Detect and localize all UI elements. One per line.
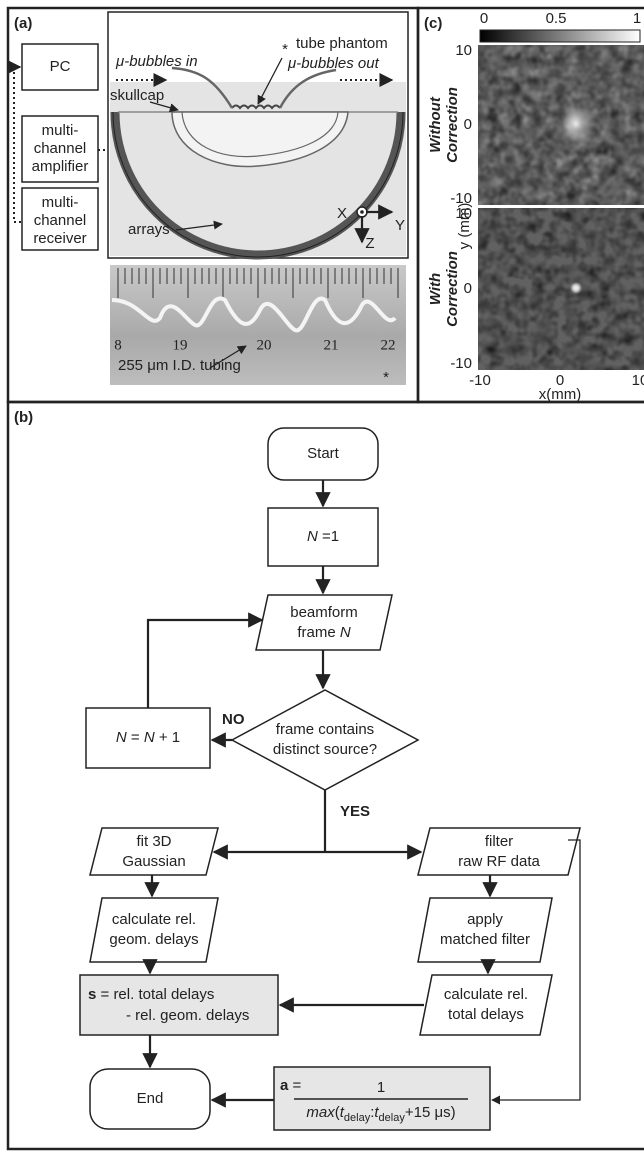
panel-label: (c) (424, 15, 442, 32)
receiver-link (14, 67, 22, 222)
colorbar-tick: 0 (480, 10, 488, 27)
y-tick-label: 10 (455, 42, 472, 59)
init-label-part: N (307, 528, 318, 545)
end-label: End (137, 1090, 164, 1107)
row-title: Without (427, 96, 444, 153)
matched-label: apply (467, 911, 503, 928)
matched-label: matched filter (440, 931, 530, 948)
a-label: a = (280, 1077, 302, 1094)
filter-label: raw RF data (458, 853, 540, 870)
y-tick-label: 0 (464, 280, 472, 297)
beamform-label-part: N (340, 624, 351, 641)
increment-label: N = N + 1 (116, 729, 180, 746)
init-label-part: =1 (318, 528, 339, 545)
total-label: calculate rel. (444, 986, 528, 1003)
beamform-label-part: frame (297, 624, 340, 641)
y-tick-label: -10 (450, 355, 472, 372)
colorbar-tick: 0.5 (546, 10, 567, 27)
beamform-label: beamform (290, 604, 358, 621)
axis-x-label: X (337, 205, 347, 222)
y-tick-label: 0 (464, 116, 472, 133)
phantom-label: tube phantom (296, 35, 388, 52)
row-title: Correction (444, 87, 461, 163)
image-with-source (569, 281, 583, 295)
colorbar (480, 30, 640, 42)
panel-label: (b) (14, 409, 33, 426)
ruler-label: 19 (173, 337, 188, 353)
increment-label-part: N (116, 729, 127, 746)
colorbar-tick: 1 (633, 10, 641, 27)
a-label-part: = (288, 1077, 301, 1094)
total-label: total delays (448, 1006, 524, 1023)
row-title: With (427, 273, 444, 305)
increment-label-part: = (127, 729, 144, 746)
arrays-label: arrays (128, 221, 170, 238)
amplifier-label: multi- (42, 122, 79, 139)
panel-label: (a) (14, 15, 32, 32)
fit-label: Gaussian (122, 853, 185, 870)
axis-y-label: Y (395, 217, 405, 234)
s-label: - rel. geom. delays (126, 1007, 249, 1024)
s-label-part: = rel. total delays (96, 986, 214, 1003)
receiver-label: multi- (42, 194, 79, 211)
increment-label-part: N (144, 729, 155, 746)
s-node (80, 975, 278, 1035)
geom-label: calculate rel. (112, 911, 196, 928)
amplifier-label: channel (34, 140, 87, 157)
ruler-label: 22 (381, 337, 396, 353)
geom-label: geom. delays (109, 931, 198, 948)
x-axis-label: x(mm) (539, 386, 581, 403)
ruler-label: 20 (257, 337, 272, 353)
s-label: s = rel. total delays (88, 986, 214, 1003)
pc-label: PC (50, 58, 71, 75)
init-label: N =1 (307, 528, 339, 545)
axis-z-label: Z (365, 235, 374, 252)
a-denominator-part: max (306, 1104, 335, 1121)
arrow-loop (148, 620, 262, 708)
skullcap-label: skullcap (110, 87, 164, 104)
image-with-noise (478, 208, 644, 370)
a-denominator-part: +15 μs) (405, 1104, 456, 1121)
receiver-label: channel (34, 212, 87, 229)
s-label-part: s (88, 986, 96, 1003)
a-numerator: 1 (377, 1079, 385, 1096)
bubbles-in-label: μ-bubbles in (115, 53, 198, 70)
ruler-label: 21 (324, 337, 339, 353)
tubing-label: 255 μm I.D. tubing (118, 357, 241, 374)
phantom-mark: * (282, 41, 288, 58)
amplifier-label: amplifier (32, 158, 89, 175)
fit-label: fit 3D (136, 833, 171, 850)
increment-label-part: + 1 (155, 729, 180, 746)
arrow-filter-a (492, 840, 580, 1100)
no-label: NO (222, 711, 245, 728)
axis-origin-dot (360, 210, 364, 214)
x-tick-label: -10 (469, 372, 491, 389)
x-tick-label: 10 (632, 372, 644, 389)
start-label: Start (307, 445, 340, 462)
ruler-label: 8 (114, 337, 122, 353)
yes-label: YES (340, 803, 370, 820)
decision-label: frame contains (276, 721, 374, 738)
receiver-label: receiver (33, 230, 86, 247)
a-denominator-part: delay (344, 1112, 371, 1124)
figure: (a)PCmulti-channelamplifiermulti-channel… (0, 0, 644, 1151)
filter-label: filter (485, 833, 513, 850)
photo-mark: * (383, 369, 389, 386)
image-without-source (554, 100, 598, 148)
decision-label: distinct source? (273, 741, 377, 758)
y-axis-label: y (mm) (456, 203, 473, 250)
row-title: Correction (444, 251, 461, 327)
beamform-label: frame N (297, 624, 351, 641)
bubbles-out-label: μ-bubbles out (287, 55, 380, 72)
a-denominator-part: delay (379, 1112, 406, 1124)
